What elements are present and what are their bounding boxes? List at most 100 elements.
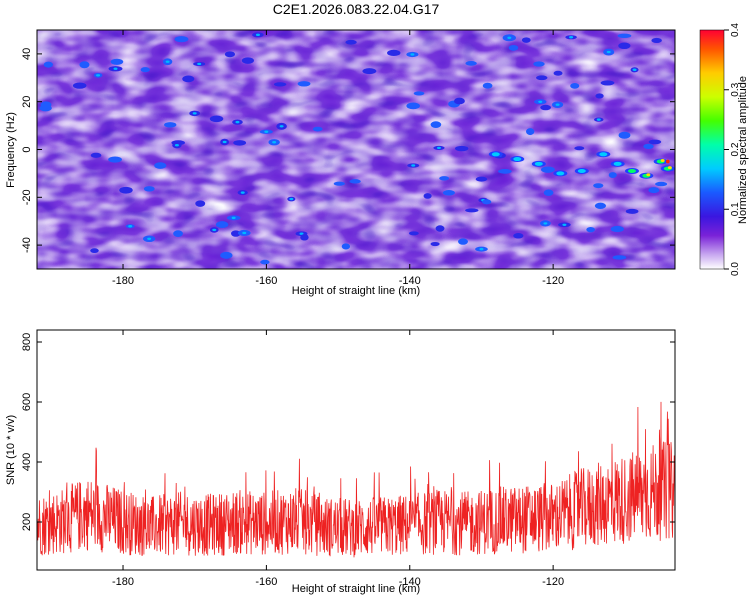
heatmap-spot [521,37,531,43]
heatmap-spot-core [538,100,543,103]
heatmap-x-axis: -180 -160 -140 -120 [112,30,564,287]
colorbar-ticks: 0.0 0.1 0.2 0.3 0.4 [724,23,741,276]
y-tick-label: 600 [21,393,33,411]
spectrogram-panel: -180 -160 -140 -120 -40 -20 0 20 40 Height of s… [5,29,676,297]
heatmap-spot-core [147,237,152,240]
heatmap-spot-core [255,33,260,37]
heatmap-spot [541,166,555,173]
heatmap-spot-core [606,50,611,54]
heatmap-spot-core [555,103,560,106]
heatmap-spot [570,82,580,89]
heatmap-spot-core [569,36,574,39]
heatmap-spot [349,179,361,184]
snr-series-line [37,401,675,558]
heatmap-spot-core [192,112,197,115]
colorbar-tick-label: 0.2 [730,142,741,156]
y-tick-label: 800 [21,333,33,351]
heatmap-spot-core [596,118,601,121]
heatmap-spot [90,152,102,158]
heatmap-spot [498,169,512,174]
colorbar-tick-label: 0.0 [730,262,741,276]
heatmap-spot [540,104,552,111]
x-tick-label: -180 [112,576,134,588]
heatmap-spot [648,187,660,194]
heatmap-spot-core [128,225,133,228]
heatmap-spot [300,234,309,241]
heatmap-ridge-core [599,152,608,157]
heatmap-ridge-core [556,171,565,176]
heatmap-spot-core [279,125,284,128]
heatmap-spot [651,37,662,44]
heatmap-spot-core [299,232,304,235]
heatmap-spot [465,61,477,66]
heatmap-spot [600,80,615,86]
heatmap-spot [164,122,177,128]
heatmap-y-axis: -40 -20 0 20 40 [21,48,675,253]
x-tick-label: -160 [255,275,277,287]
heatmap-spot [215,221,229,229]
heatmap-spot [648,139,662,145]
heatmap-spot-core [272,141,277,144]
heatmap-spot [406,102,420,110]
heatmap-spot [362,68,377,75]
heatmap-spot [533,61,545,67]
heatmap-spot [430,241,440,247]
heatmap-spot [442,190,455,196]
heatmap-spot [423,193,432,199]
y-tick-label: 400 [21,453,33,471]
heatmap-spot [513,233,524,239]
heatmap-spot [173,230,183,237]
y-tick-label: 20 [21,96,33,108]
heatmap-spot [273,82,287,87]
heatmap-spot [174,36,189,43]
colorbar-tick-label: 0.4 [730,23,741,37]
x-tick-label: -160 [255,576,277,588]
heatmap-spot [90,248,99,254]
heatmap-ridge-core [491,152,500,157]
heatmap-spot [341,243,351,250]
heatmap-spot [108,156,122,163]
heatmap-spot-core [264,130,269,133]
heatmap-spot [482,82,493,89]
x-tick-label: -140 [399,275,421,287]
snr-x-label: Height of straight line (km) [292,583,420,595]
heatmap-spot-core [113,67,118,70]
heatmap-spot-core [436,146,441,150]
heatmap-spot-core [289,197,294,201]
figure-title: C2E1.2026.083.22.04.G17 [273,1,440,17]
heatmap-spot [312,126,323,132]
heatmap-spot [586,226,595,233]
heatmap-hotspots [39,32,675,265]
snr-panel: -180 -160 -140 -120 200 400 600 800 Height of … [5,329,676,595]
heatmap-spot [209,115,224,123]
y-tick-label: -40 [21,237,33,253]
colorbar-tick-label: 0.1 [730,202,741,216]
heatmap-spot-core [222,140,227,144]
y-tick-label: 200 [21,513,33,531]
heatmap-spot [465,208,479,213]
heatmap-ridge-peak [646,173,651,177]
snr-x-axis: -180 -160 -140 -120 [112,330,564,588]
heatmap-spot [72,82,87,89]
heatmap-ridge-core [534,161,543,166]
heatmap-spot [260,259,270,265]
heatmap-spot [618,42,631,50]
heatmap-spot-core [242,231,247,235]
y-tick-label: 0 [21,146,33,152]
heatmap-spot [387,49,401,57]
heatmap-spot [119,186,133,194]
heatmap-ridge-core [613,161,622,166]
heatmap-spot [154,162,167,169]
x-tick-label: -120 [542,275,564,287]
heatmap-ridge-core [577,169,586,174]
heatmap-spot-core [411,164,416,167]
heatmap-spot [593,183,604,189]
heatmap-spot [612,255,627,260]
snr-y-label: SNR (10 * v/v) [5,415,17,485]
heatmap-spot [595,93,604,99]
heatmap-spot [458,238,468,245]
heatmap-spot [297,81,311,87]
heatmap-spot [482,199,492,205]
heatmap-spot [574,146,585,151]
heatmap-spot [617,33,632,38]
